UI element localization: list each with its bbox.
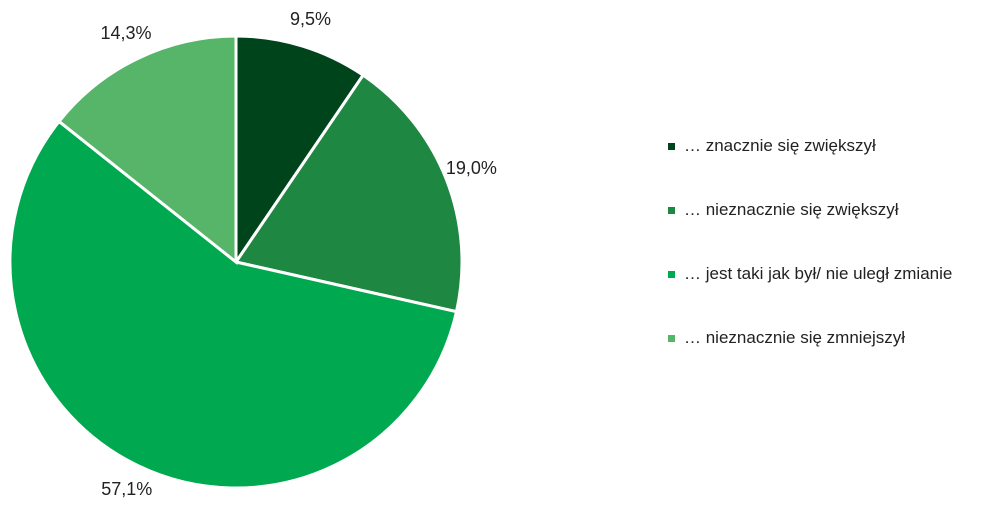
legend-swatch — [668, 207, 675, 214]
legend-item: … znacznie się zwiększył — [664, 136, 876, 156]
legend-item: … nieznacznie się zwiększył — [664, 200, 898, 220]
legend-item: … jest taki jak był/ nie uległ zmianie — [664, 264, 952, 284]
legend-label: … znacznie się zwiększył — [684, 136, 876, 155]
legend-swatch — [668, 335, 675, 342]
legend-label: … nieznacznie się zmniejszył — [684, 328, 906, 347]
pie-slice — [234, 34, 366, 267]
legend-swatch — [668, 271, 675, 278]
data-label: 19,0% — [446, 158, 497, 178]
pie-slice — [56, 34, 238, 266]
pie-slice — [233, 73, 464, 314]
legend-label: … jest taki jak był/ nie uległ zmianie — [684, 264, 953, 283]
data-label: 57,1% — [101, 479, 152, 499]
legend-swatch — [668, 143, 675, 150]
pie-slice — [8, 119, 459, 490]
legend-item: … nieznacznie się zmniejszył — [664, 328, 905, 348]
data-label: 14,3% — [100, 23, 151, 43]
data-label: 9,5% — [290, 9, 331, 29]
legend-label: … nieznacznie się zwiększył — [684, 200, 899, 219]
